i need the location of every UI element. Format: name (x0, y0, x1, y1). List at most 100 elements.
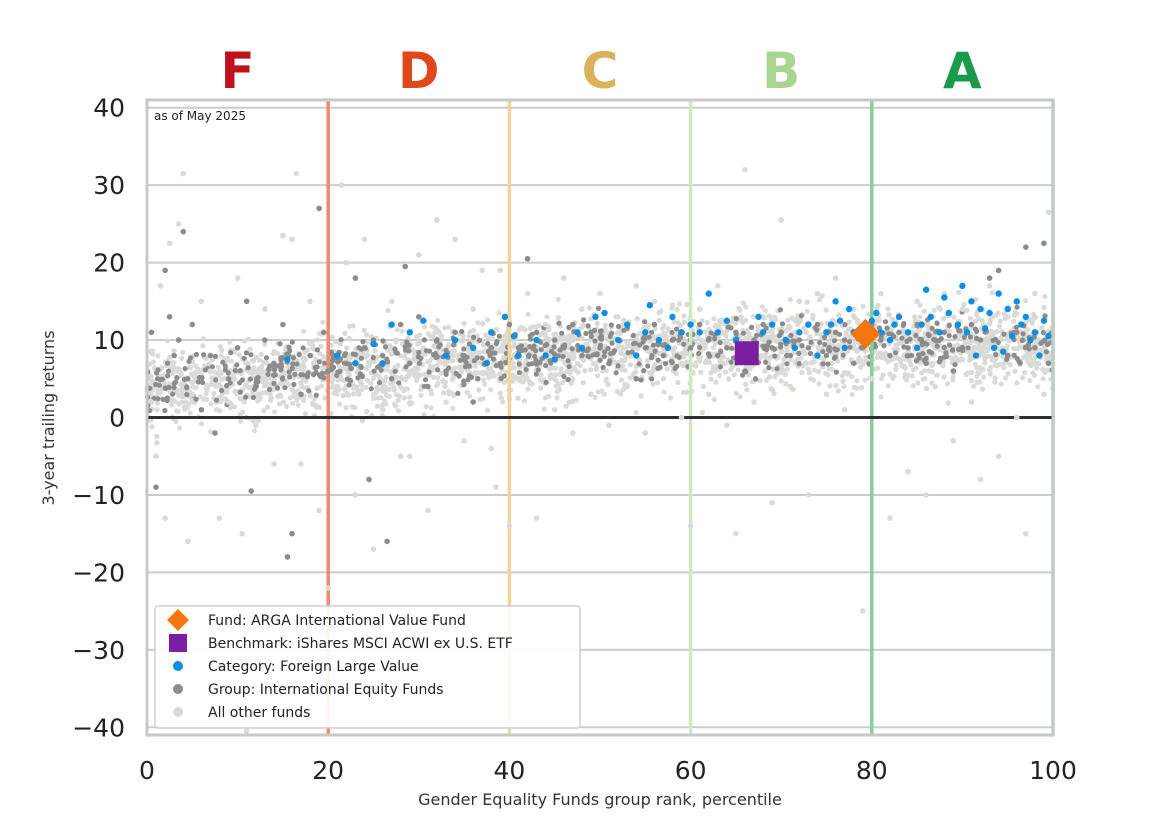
cloud-point (1022, 298, 1029, 304)
x-axis-label: Gender Equality Funds group rank, percen… (418, 790, 782, 809)
group-cloud-point (899, 335, 905, 341)
group-cloud-point (965, 345, 971, 351)
x-tick-label: 40 (493, 756, 525, 785)
group-cloud-point (901, 320, 907, 327)
cloud-point (641, 325, 647, 331)
cloud-point (361, 327, 367, 333)
series-point (832, 275, 839, 281)
series-point (714, 283, 721, 289)
cloud-point (1031, 372, 1037, 378)
group-cloud-point (174, 375, 180, 381)
cloud-point (670, 348, 676, 354)
group-cloud-point (1017, 360, 1023, 366)
group-cloud-point (402, 347, 409, 353)
cloud-point (963, 372, 969, 378)
cloud-point (665, 326, 671, 332)
cloud-point (290, 400, 296, 406)
cloud-point (238, 418, 244, 424)
cloud-point (217, 369, 223, 375)
group-cloud-point (565, 358, 571, 364)
group-cloud-point (356, 345, 362, 351)
series-point (175, 221, 182, 227)
series-point (402, 263, 409, 270)
series-point (968, 321, 975, 328)
cloud-point (648, 371, 655, 377)
cloud-point (319, 365, 325, 371)
series-point (986, 283, 993, 289)
series-point (918, 321, 925, 328)
series-point (184, 538, 191, 545)
series-point (148, 399, 155, 405)
x-tick-label: 0 (139, 756, 155, 785)
series-point (271, 461, 277, 467)
cloud-point (886, 312, 892, 318)
cloud-point (363, 384, 369, 390)
cloud-point (956, 289, 962, 295)
series-point (950, 437, 957, 444)
series-point (588, 391, 594, 398)
cloud-point (789, 315, 795, 321)
cloud-point (475, 320, 481, 326)
cloud-point (846, 370, 852, 376)
group-cloud-point (648, 329, 655, 335)
cloud-point (1020, 375, 1026, 381)
group-cloud-point (542, 343, 548, 349)
cloud-point (787, 325, 793, 331)
series-point (972, 352, 980, 359)
group-cloud-point (548, 360, 554, 366)
series-point (845, 305, 853, 313)
series-point (841, 337, 848, 343)
cloud-point (520, 379, 527, 385)
group-cloud-point (597, 357, 603, 363)
cloud-point (364, 409, 370, 415)
cloud-point (305, 347, 311, 353)
cloud-point (147, 375, 153, 381)
legend-box (154, 605, 581, 729)
cloud-point (602, 326, 608, 332)
series-point (968, 399, 975, 405)
series-point (895, 313, 903, 321)
cloud-point (417, 340, 423, 346)
group-cloud-point (600, 364, 606, 370)
cloud-point (257, 367, 263, 373)
cloud-point (291, 389, 297, 395)
y-tick-label: −10 (72, 481, 125, 510)
series-point (488, 445, 495, 452)
cloud-point (228, 358, 235, 364)
cloud-point (787, 296, 793, 303)
group-cloud-point (629, 349, 635, 355)
series-point (606, 422, 612, 429)
cloud-point (387, 369, 393, 375)
cloud-point (449, 377, 455, 383)
cloud-point (496, 310, 502, 316)
cloud-point (603, 368, 610, 374)
cloud-point (574, 360, 581, 367)
group-cloud-point (287, 374, 293, 380)
cloud-point (882, 350, 889, 356)
cloud-point (480, 377, 486, 383)
series-point (307, 298, 313, 305)
cloud-point (681, 313, 687, 319)
cloud-point (314, 385, 320, 391)
group-cloud-point (752, 376, 759, 382)
cloud-point (306, 340, 312, 346)
group-cloud-point (346, 382, 352, 388)
cloud-point (1023, 327, 1029, 333)
cloud-point (940, 316, 947, 322)
series-point (981, 325, 989, 332)
series-point (814, 321, 821, 328)
cloud-point (573, 397, 579, 403)
cloud-point (661, 322, 667, 328)
group-cloud-point (376, 380, 383, 386)
cloud-point (677, 301, 683, 307)
series-point (307, 352, 313, 359)
series-point (425, 383, 431, 390)
series-point (678, 414, 685, 421)
cloud-point (684, 389, 690, 395)
cloud-point (771, 390, 777, 397)
y-tick-label: 40 (93, 94, 125, 123)
cloud-point (977, 379, 983, 385)
group-cloud-point (459, 328, 465, 335)
cloud-point (980, 352, 986, 358)
